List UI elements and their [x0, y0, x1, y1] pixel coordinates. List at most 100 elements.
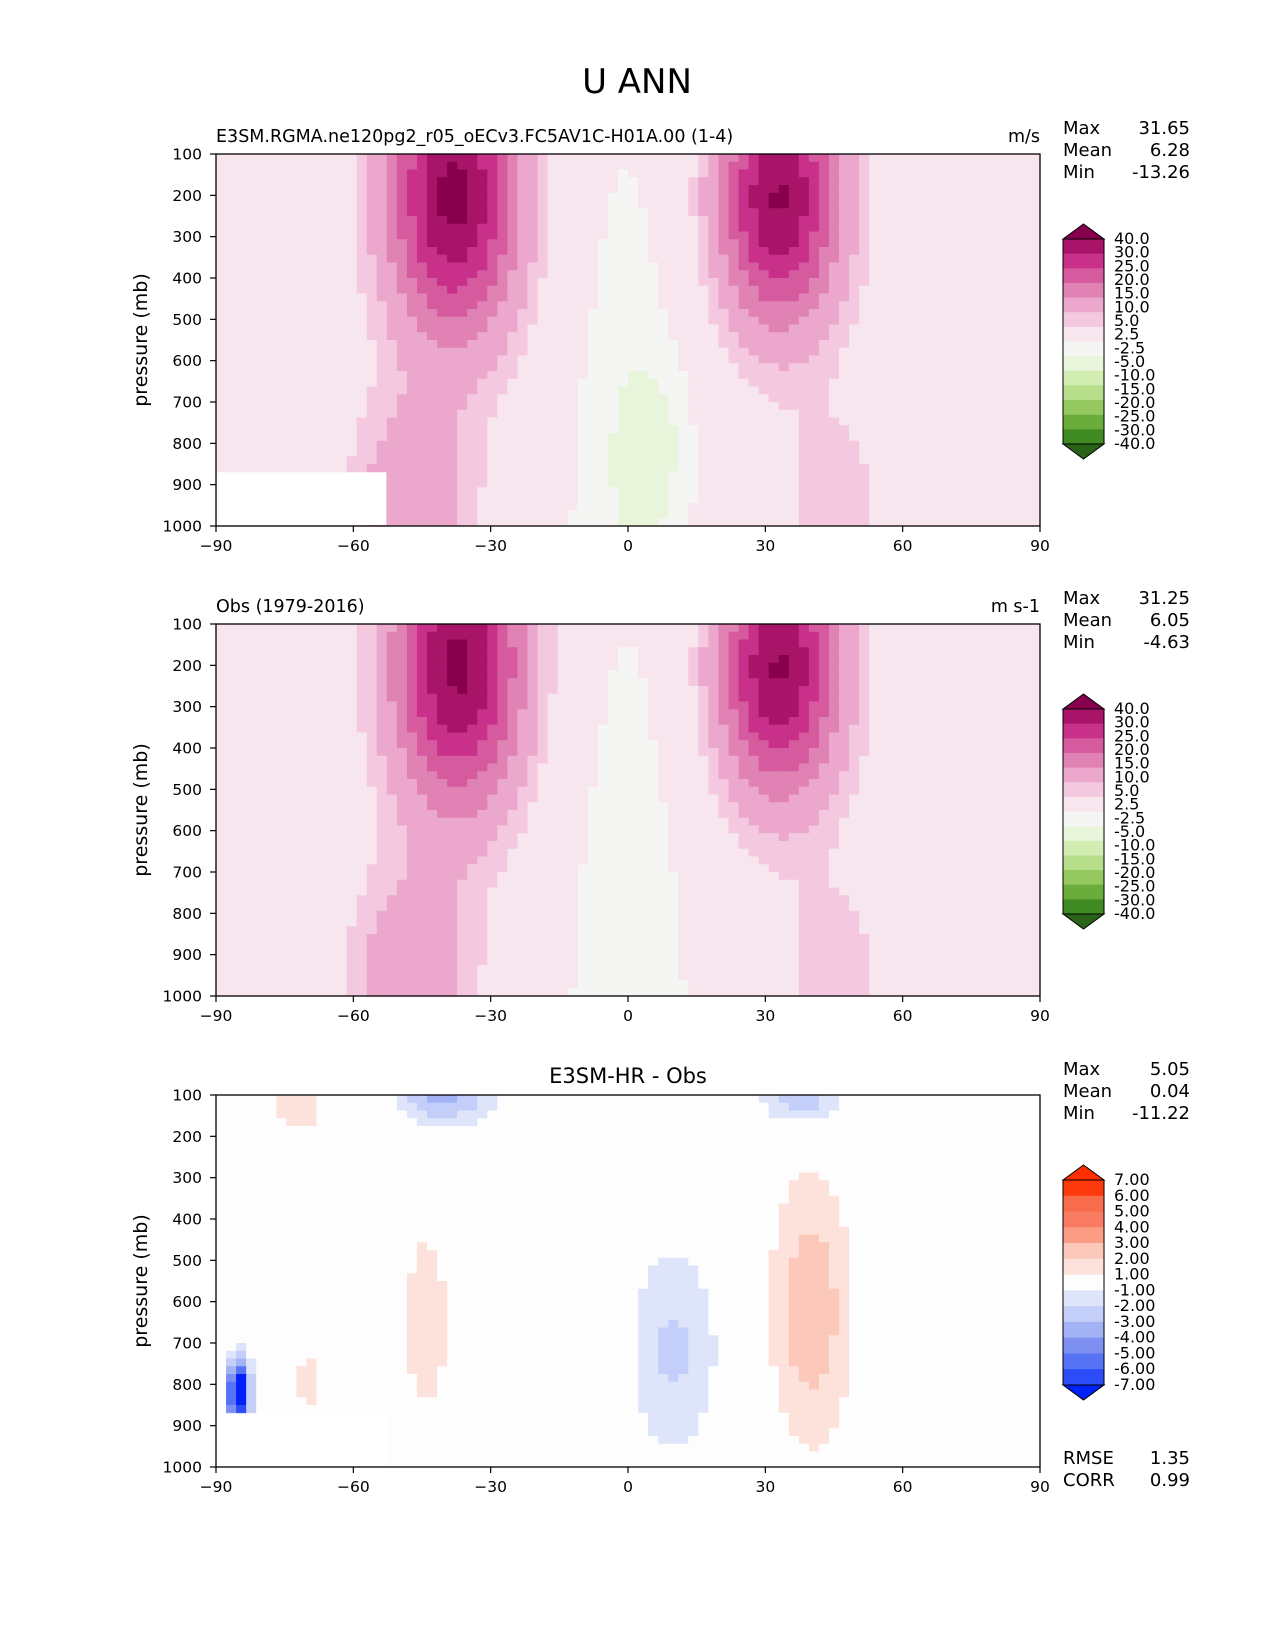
contour-cell: [617, 270, 629, 279]
contour-cell: [366, 655, 378, 664]
contour-cell: [778, 332, 790, 341]
contour-cell: [587, 239, 599, 248]
contour-cell: [718, 239, 730, 248]
contour-cell: [909, 309, 921, 318]
contour-cell: [336, 433, 348, 442]
contour-cell: [386, 409, 398, 419]
contour-cell: [698, 216, 709, 225]
contour-cell: [849, 154, 860, 163]
contour-cell: [648, 324, 659, 333]
contour-cell: [266, 169, 277, 178]
contour-cell: [447, 293, 458, 302]
contour-cell: [437, 177, 448, 186]
contour-cell: [617, 456, 629, 465]
contour-cell: [748, 285, 760, 295]
contour-cell: [296, 154, 308, 163]
contour-cell: [919, 479, 931, 488]
contour-cell: [788, 154, 800, 163]
contour-cell: [507, 670, 519, 679]
contour-cell: [356, 433, 368, 442]
contour-cell: [427, 464, 438, 473]
contour-cell: [467, 332, 478, 341]
contour-cell: [427, 216, 438, 225]
contour-cell: [638, 293, 649, 302]
contour-cell: [497, 495, 509, 504]
contour-cell: [427, 502, 438, 512]
contour-cell: [778, 285, 790, 295]
contour-cell: [1009, 316, 1021, 326]
contour-cell: [416, 161, 428, 171]
contour-cell: [617, 355, 629, 364]
contour-cell: [1009, 247, 1021, 256]
contour-cell: [628, 495, 639, 504]
contour-cell: [929, 456, 941, 465]
contour-cell: [768, 324, 780, 333]
contour-cell: [607, 425, 619, 434]
contour-cell: [1029, 678, 1041, 687]
contour-cell: [236, 161, 247, 171]
contour-cell: [366, 309, 378, 318]
contour-cell: [1019, 639, 1031, 648]
contour-cell: [798, 177, 810, 186]
contour-cell: [266, 456, 277, 465]
contour-cell: [648, 332, 659, 341]
contour-cell: [889, 309, 900, 318]
contour-cell: [597, 686, 609, 695]
contour-cell: [617, 639, 629, 648]
contour-cell: [869, 316, 880, 326]
contour-cell: [638, 433, 649, 442]
contour-cell: [748, 701, 760, 710]
contour-cell: [547, 495, 559, 504]
contour-cell: [537, 262, 549, 271]
contour-cell: [668, 709, 679, 718]
contour-cell: [1019, 340, 1031, 349]
contour-cell: [688, 647, 699, 656]
contour-cell: [447, 200, 458, 209]
contour-cell: [577, 655, 589, 664]
contour-cell: [216, 309, 227, 318]
contour-cell: [256, 386, 267, 395]
contour-cell: [336, 425, 348, 434]
contour-cell: [396, 647, 408, 656]
contour-cell: [437, 247, 448, 256]
contour-cell: [386, 262, 398, 271]
contour-cell: [467, 386, 478, 395]
contour-cell: [708, 208, 720, 217]
contour-cell: [396, 433, 408, 442]
contour-cell: [688, 386, 699, 395]
contour-cell: [1009, 278, 1021, 287]
contour-cell: [507, 169, 519, 178]
contour-cell: [306, 456, 318, 465]
contour-cell: [889, 177, 900, 186]
contour-cell: [286, 662, 297, 672]
contour-cell: [396, 324, 408, 333]
contour-cell: [899, 285, 910, 295]
contour-cell: [698, 340, 709, 349]
contour-cell: [617, 464, 629, 473]
contour-cell: [708, 378, 720, 388]
contour-cell: [226, 355, 237, 364]
contour-cell: [246, 409, 257, 419]
contour-cell: [226, 262, 237, 271]
contour-cell: [628, 332, 639, 341]
contour-cell: [507, 208, 519, 217]
contour-cell: [979, 417, 991, 426]
contour-cell: [929, 185, 941, 194]
contour-cell: [416, 262, 428, 271]
contour-cell: [306, 448, 318, 457]
contour-cell: [879, 316, 890, 326]
contour-cell: [507, 285, 519, 295]
colorbar-segment: [1063, 341, 1104, 357]
contour-cell: [537, 655, 549, 664]
contour-cell: [768, 678, 780, 687]
contour-cell: [326, 324, 338, 333]
contour-cell: [246, 154, 257, 163]
contour-cell: [818, 247, 830, 256]
contour-cell: [507, 239, 519, 248]
contour-cell: [427, 510, 438, 519]
contour-cell: [688, 394, 699, 403]
contour-cell: [718, 301, 730, 310]
contour-cell: [869, 293, 880, 302]
contour-cell: [688, 678, 699, 687]
contour-cell: [879, 701, 890, 710]
